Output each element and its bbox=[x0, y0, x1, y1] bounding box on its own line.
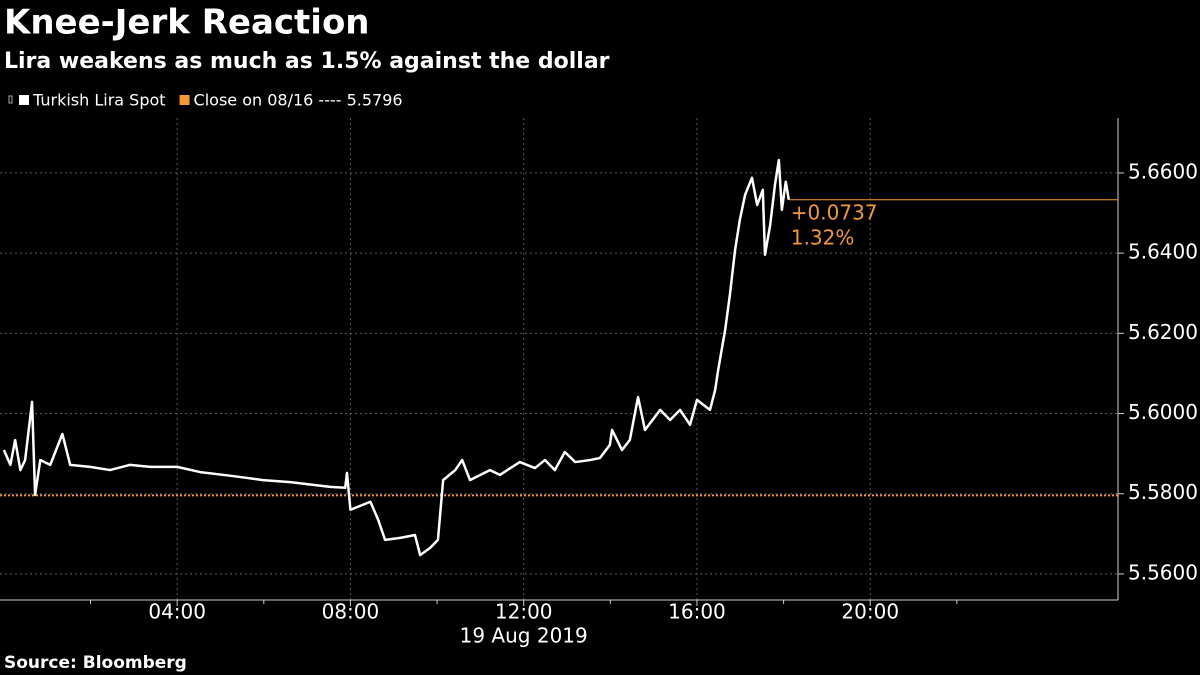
y-tick-label: 5.6400 bbox=[1128, 240, 1198, 264]
legend-label: Turkish Lira Spot bbox=[32, 91, 166, 110]
x-tick-label: 08:00 bbox=[322, 600, 380, 624]
y-tick-label: 5.6000 bbox=[1128, 400, 1198, 424]
x-tick-label: 12:00 bbox=[495, 600, 553, 624]
price-line bbox=[2, 158, 791, 557]
legend-swatch bbox=[179, 95, 190, 105]
x-tick-label: 04:00 bbox=[148, 600, 206, 624]
x-tick-label: 20:00 bbox=[841, 600, 899, 624]
x-axis-label: 19 Aug 2019 bbox=[460, 624, 588, 648]
y-tick-label: 5.6200 bbox=[1128, 320, 1198, 344]
legend-label: Close on 08/16 ---- 5.5796 bbox=[194, 91, 403, 110]
y-tick-label: 5.5800 bbox=[1128, 480, 1198, 504]
annotation: +0.0737 bbox=[791, 200, 878, 224]
y-tick-label: 5.6600 bbox=[1128, 159, 1198, 183]
legend-icon bbox=[8, 95, 13, 104]
chart-subtitle: Lira weakens as much as 1.5% against the… bbox=[4, 49, 610, 74]
y-tick-label: 5.5600 bbox=[1128, 560, 1198, 584]
x-tick-label: 16:00 bbox=[668, 600, 726, 624]
chart-title: Knee-Jerk Reaction bbox=[4, 3, 370, 43]
source: Source: Bloomberg bbox=[4, 653, 187, 673]
annotation: 1.32% bbox=[791, 225, 855, 249]
legend-swatch bbox=[19, 95, 29, 105]
